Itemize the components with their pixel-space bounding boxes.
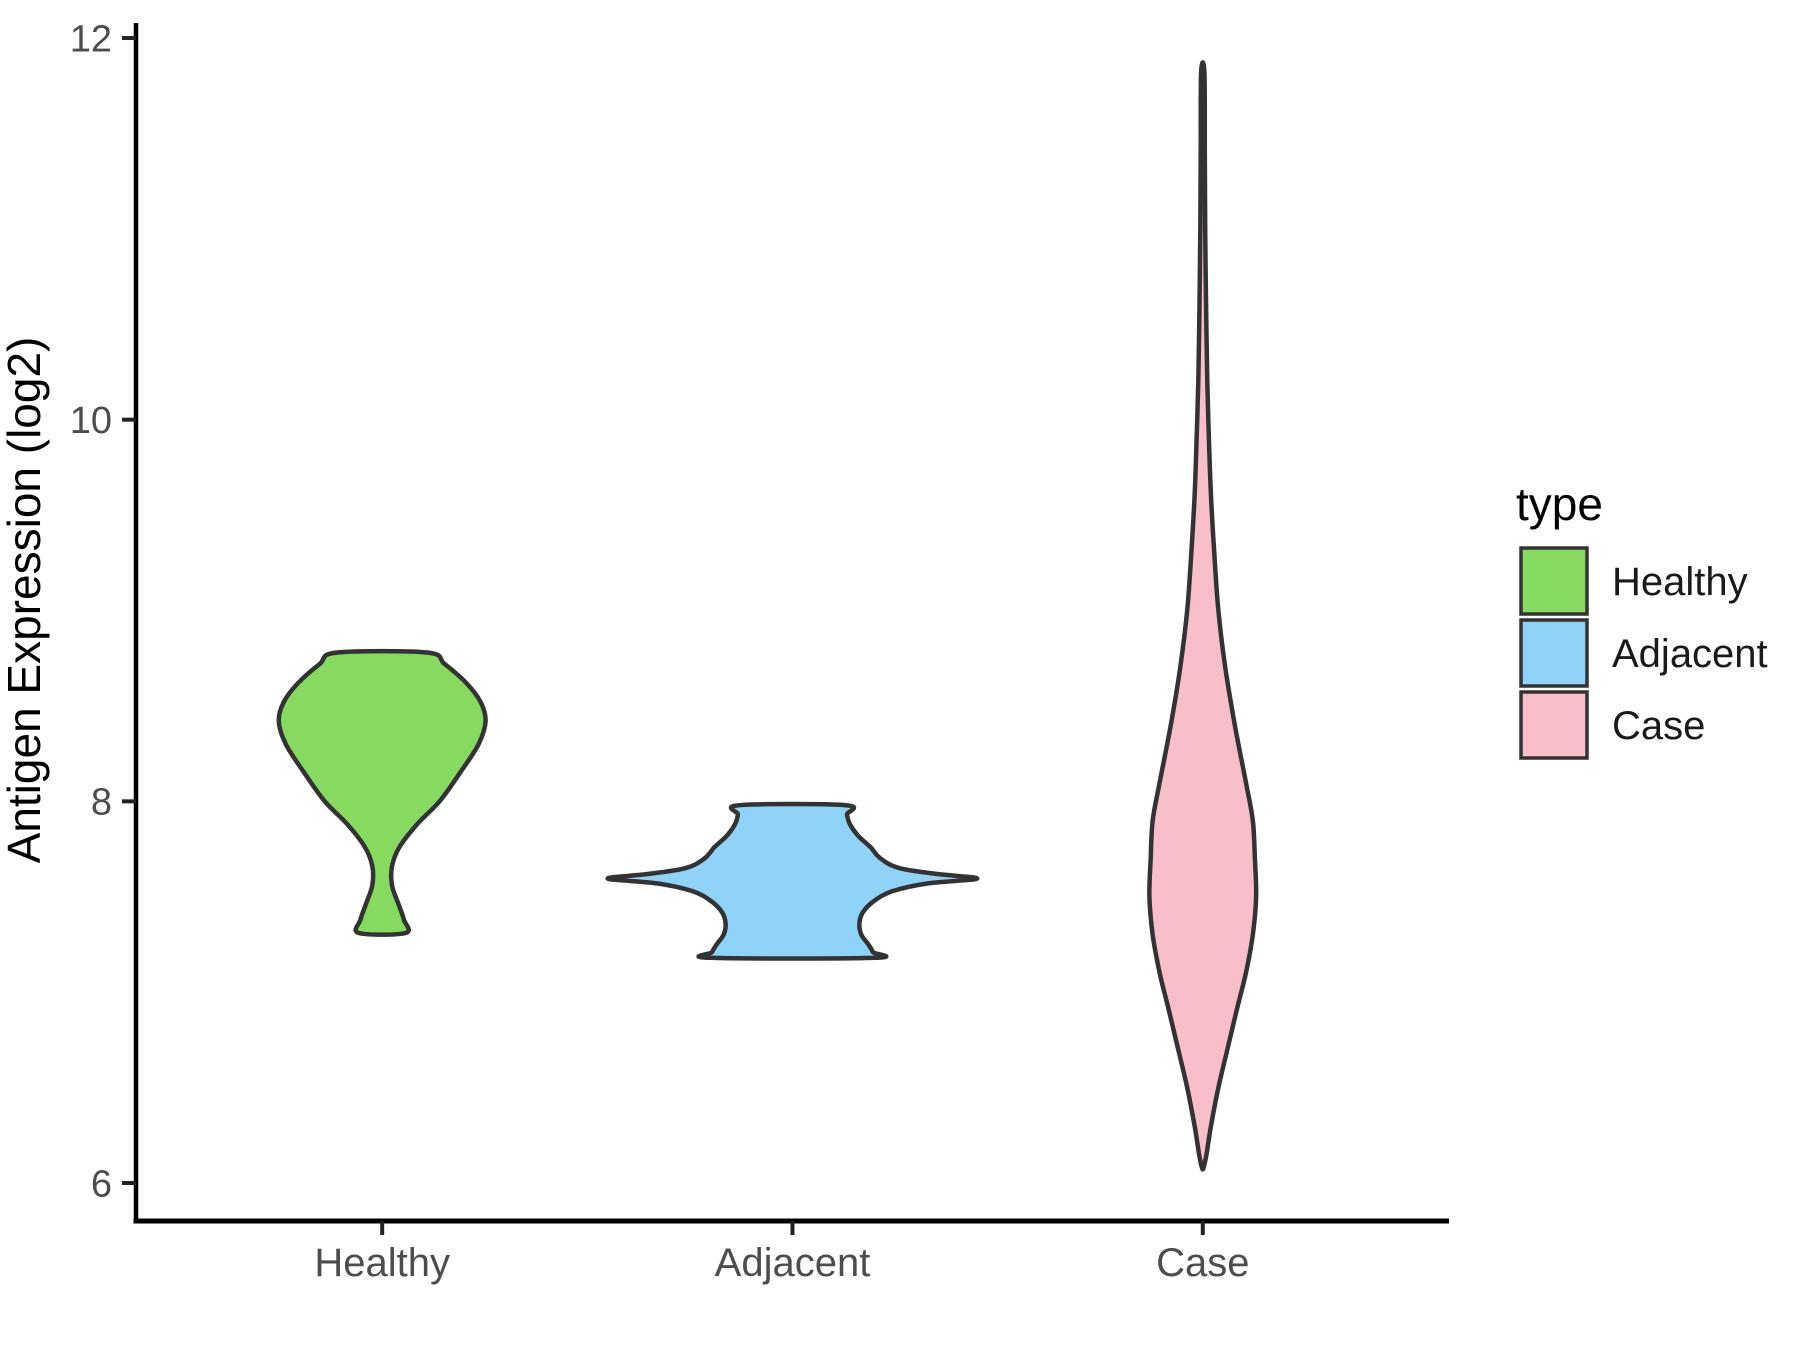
legend-key-adjacent <box>1519 618 1589 688</box>
violin-adjacent <box>605 801 980 961</box>
x-tick-label-healthy: Healthy <box>314 1241 450 1285</box>
legend-label-adjacent: Adjacent <box>1612 632 1768 676</box>
y-tick-label-8: 8 <box>91 782 112 824</box>
y-tick-label-6: 6 <box>91 1163 112 1205</box>
legend-key-healthy <box>1519 546 1589 616</box>
x-tick-label-adjacent: Adjacent <box>715 1241 871 1285</box>
legend-key-case <box>1519 690 1589 760</box>
violin-healthy <box>276 648 488 937</box>
y-axis-title: Antigen Expression (log2) <box>0 337 50 864</box>
legend-title: type <box>1516 478 1603 530</box>
legend-label-case: Case <box>1612 704 1705 748</box>
y-tick-label-10: 10 <box>70 400 112 442</box>
violin-case <box>1147 60 1259 1172</box>
x-tick-label-case: Case <box>1156 1241 1249 1285</box>
y-tick-label-12: 12 <box>70 18 112 60</box>
legend-label-healthy: Healthy <box>1612 560 1748 604</box>
